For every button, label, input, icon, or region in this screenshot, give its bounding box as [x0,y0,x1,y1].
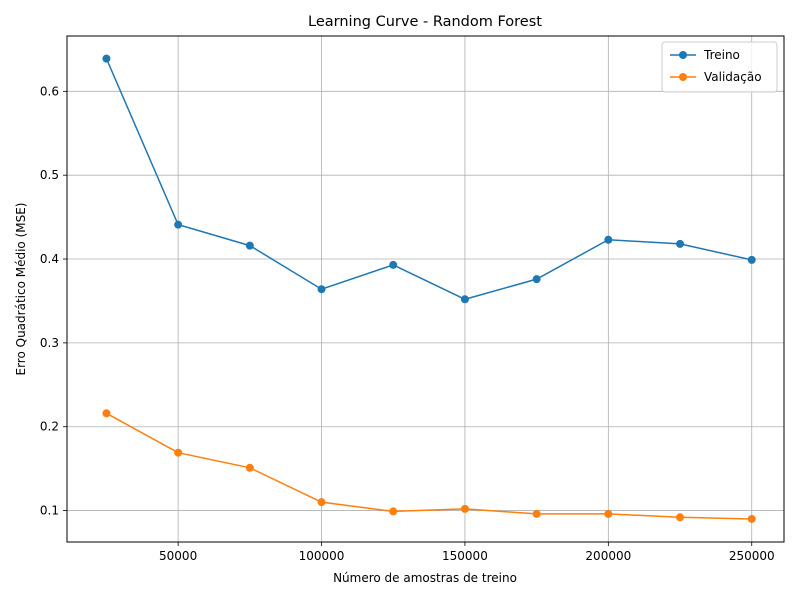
x-tick-label: 100000 [299,549,345,563]
series-line [105,58,752,301]
x-tick-label: 150000 [442,549,488,563]
data-point [747,255,756,264]
y-axis-label: Erro Quadrático Médio (MSE) [14,203,28,376]
data-point [389,507,398,516]
data-point [245,241,254,250]
y-tick-label: 0.1 [40,504,59,518]
y-tick-label: 0.3 [40,336,59,350]
data-point [102,409,111,418]
y-tick-label: 0.4 [40,252,59,266]
legend: Treino Validação [661,41,778,93]
data-point [604,235,613,244]
data-point [174,220,183,229]
grid [67,36,784,542]
y-axis: 0.1 0.2 0.3 0.4 0.5 0.6 [40,84,67,518]
series-1 [102,54,756,304]
y-tick-label: 0.6 [40,84,59,98]
legend-marker [679,73,687,81]
legend-label: Validação [704,70,762,84]
data-point [604,509,613,518]
legend-marker [679,51,687,59]
series-layer [102,54,756,523]
data-point [747,514,756,523]
plot-frame [66,35,785,543]
series-2 [102,409,756,523]
data-point [317,285,326,294]
chart-title: Learning Curve - Random Forest [308,14,542,30]
x-tick-label: 200000 [585,549,631,563]
data-point [460,504,469,513]
x-axis: 50000 100000 150000 200000 250000 [159,542,775,563]
y-tick-label: 0.2 [40,420,59,434]
data-point [317,498,326,507]
legend-label: Treino [703,48,740,62]
x-tick-label: 50000 [159,549,197,563]
data-point [460,295,469,304]
legend-item: Validação [670,70,762,84]
y-tick-label: 0.5 [40,168,59,182]
x-axis-label: Número de amostras de treino [333,571,517,585]
data-point [245,463,254,472]
series-line [106,412,752,520]
legend-item: Treino [670,48,740,62]
data-point [676,239,685,248]
data-point [389,260,398,269]
data-point [532,275,541,284]
x-tick-label: 250000 [729,549,775,563]
data-point [676,513,685,522]
data-point [174,448,183,457]
data-point [102,54,111,63]
data-point [532,509,541,518]
